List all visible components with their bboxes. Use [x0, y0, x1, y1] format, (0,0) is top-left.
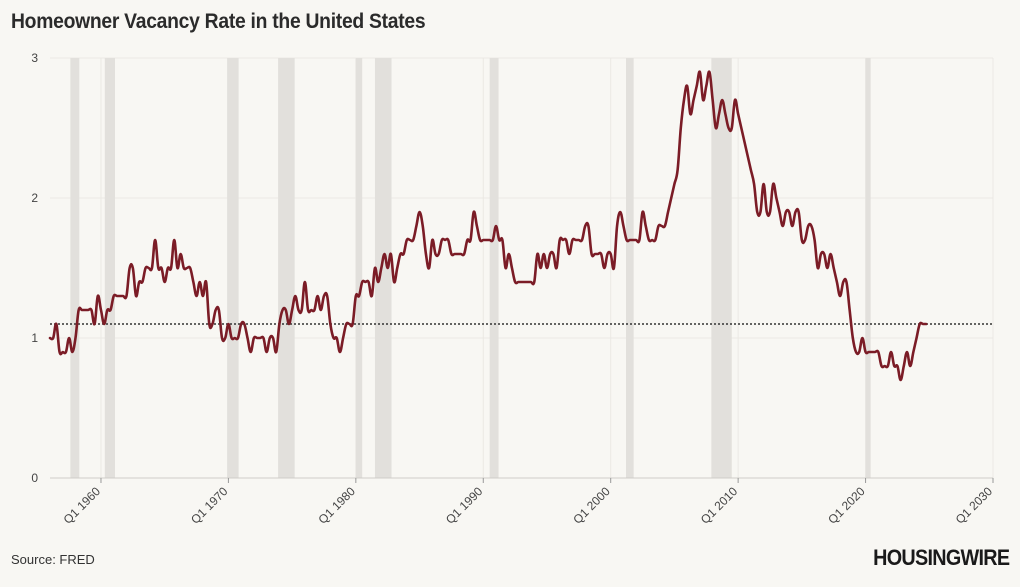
recession-band	[278, 58, 295, 478]
x-tick-label: Q1 2030	[953, 484, 996, 527]
x-tick-label: Q1 1990	[443, 484, 486, 527]
recession-band	[865, 58, 871, 478]
x-tick-label: Q1 2020	[825, 484, 868, 527]
series-group	[48, 70, 928, 382]
recession-band	[374, 58, 392, 478]
series-line	[48, 70, 928, 382]
y-tick-label: 1	[31, 331, 38, 345]
x-tick-label: Q1 1960	[61, 484, 104, 527]
recession-bands	[70, 58, 871, 478]
axes: 0 1 2 3 Q1 1960 Q1 1970 Q1 1980 Q1 1990 Q1 2000 Q…	[31, 51, 995, 527]
y-tick-label: 2	[31, 191, 38, 205]
recession-band	[227, 58, 239, 478]
source-note: Source: FRED	[11, 552, 95, 567]
x-tick-label: Q1 2010	[698, 484, 741, 527]
x-tick-label: Q1 2000	[570, 484, 613, 527]
x-tick-label: Q1 1970	[188, 484, 231, 527]
y-tick-label: 0	[31, 471, 38, 485]
recession-band	[711, 58, 732, 478]
recession-band	[104, 58, 115, 478]
recession-band	[625, 58, 634, 478]
chart-title: Homeowner Vacancy Rate in the United Sta…	[11, 10, 426, 33]
recession-band	[70, 58, 80, 478]
x-tick-label: Q1 1980	[315, 484, 358, 527]
y-tick-label: 3	[31, 51, 38, 65]
housingwire-logo: HOUSINGWIRE	[872, 545, 1010, 570]
recession-band	[355, 58, 363, 478]
recession-band	[489, 58, 499, 478]
